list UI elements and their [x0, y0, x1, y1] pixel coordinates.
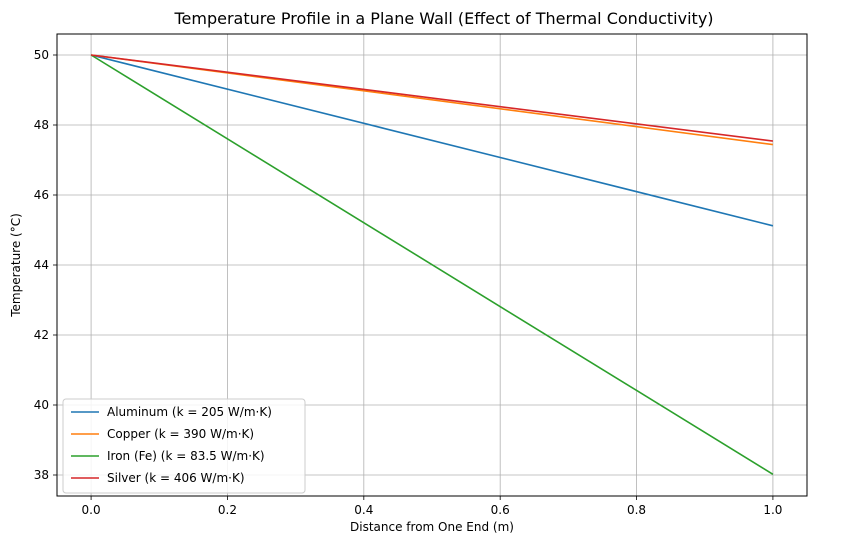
- y-tick-label: 50: [34, 48, 49, 62]
- legend-label-3: Silver (k = 406 W/m·K): [107, 471, 245, 485]
- chart-title: Temperature Profile in a Plane Wall (Eff…: [173, 9, 713, 28]
- y-tick-label: 38: [34, 468, 49, 482]
- series-line-0: [90, 54, 774, 227]
- x-tick-label: 0.2: [218, 503, 237, 517]
- legend: Aluminum (k = 205 W/m·K) Copper (k = 390 …: [62, 398, 306, 494]
- series-lines: [90, 54, 774, 475]
- y-tick-label: 40: [34, 398, 49, 412]
- x-tick-label: 0.0: [82, 503, 101, 517]
- x-ticks: 0.0 0.2 0.4 0.6 0.8 1.0: [82, 496, 782, 517]
- legend-label-0: Aluminum (k = 205 W/m·K): [107, 405, 272, 419]
- series-line-2: [90, 54, 774, 475]
- y-tick-label: 44: [34, 258, 49, 272]
- legend-label-1: Copper (k = 390 W/m·K): [107, 427, 254, 441]
- series-line-3: [90, 54, 774, 142]
- legend-label-2: Iron (Fe) (k = 83.5 W/m·K): [107, 449, 265, 463]
- x-tick-label: 0.4: [354, 503, 373, 517]
- grid: [57, 34, 807, 496]
- y-axis-label: Temperature (°C): [9, 213, 23, 318]
- legend-box: [62, 398, 306, 494]
- x-axis-label: Distance from One End (m): [350, 520, 514, 534]
- y-tick-label: 46: [34, 188, 49, 202]
- x-tick-label: 0.8: [627, 503, 646, 517]
- y-ticks: 38 40 42 44 46 48 50: [34, 48, 57, 482]
- x-tick-label: 0.6: [491, 503, 510, 517]
- x-tick-label: 1.0: [763, 503, 782, 517]
- y-tick-label: 48: [34, 118, 49, 132]
- y-tick-label: 42: [34, 328, 49, 342]
